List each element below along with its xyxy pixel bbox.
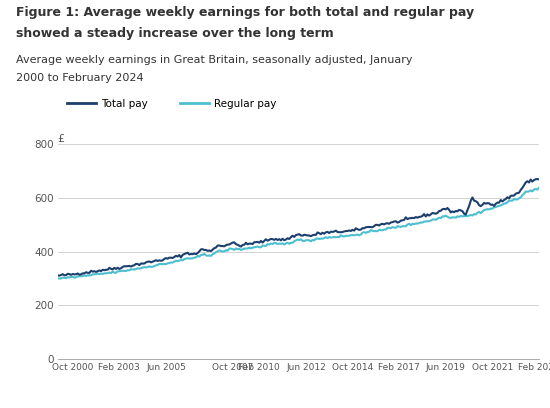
Text: Average weekly earnings in Great Britain, seasonally adjusted, January: Average weekly earnings in Great Britain… [16, 55, 413, 65]
Text: showed a steady increase over the long term: showed a steady increase over the long t… [16, 27, 334, 40]
Text: Figure 1: Average weekly earnings for both total and regular pay: Figure 1: Average weekly earnings for bo… [16, 6, 475, 19]
Text: 2000 to February 2024: 2000 to February 2024 [16, 73, 144, 83]
Legend: Total pay, Regular pay: Total pay, Regular pay [63, 95, 280, 113]
Text: £: £ [58, 134, 65, 144]
